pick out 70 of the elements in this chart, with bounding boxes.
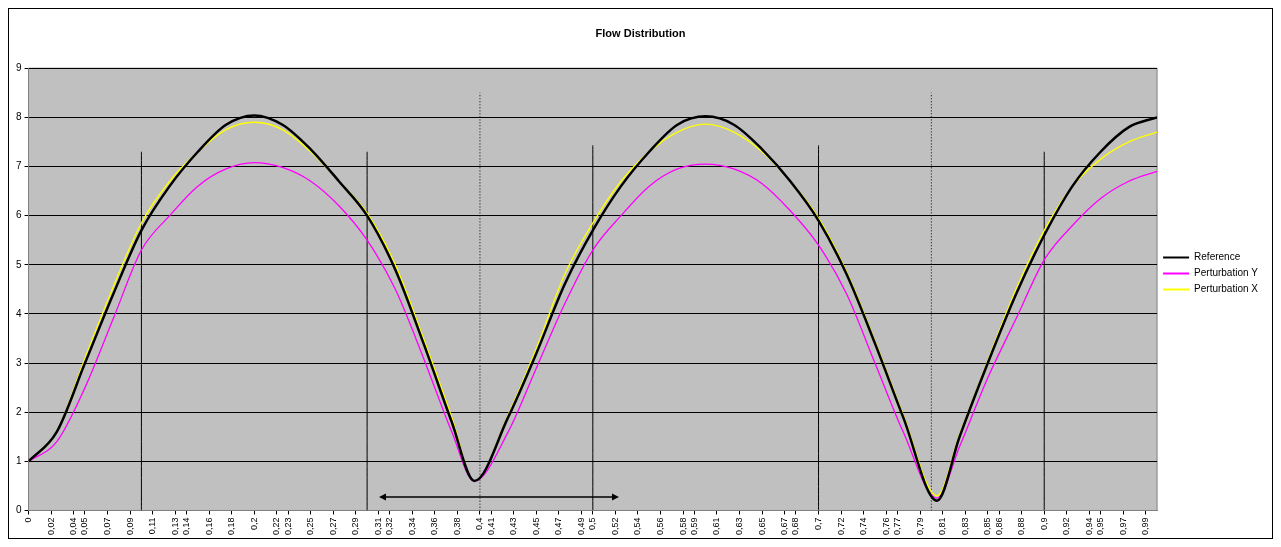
- y-tick-label: 7: [16, 160, 22, 172]
- x-tick-label: 0,41: [485, 517, 496, 536]
- x-tick-label: 0,18: [226, 517, 237, 536]
- x-tick-label: 0,76: [880, 517, 891, 536]
- x-tick-label: 0,81: [937, 517, 948, 536]
- x-tick-label: 0,99: [1140, 517, 1151, 536]
- x-tick-label: 0,04: [68, 517, 79, 536]
- x-tick-label: 0,23: [282, 517, 293, 536]
- x-tick-label: 0,4: [474, 517, 485, 530]
- x-tick-label: 0,74: [858, 517, 869, 536]
- y-tick-label: 3: [16, 356, 22, 368]
- x-tick-label: 0,94: [1083, 517, 1094, 536]
- x-tick-label: 0,07: [102, 517, 113, 536]
- x-tick-label: 0,56: [655, 517, 666, 536]
- legend-label: Perturbation X: [1194, 283, 1259, 295]
- x-tick-label: 0,14: [181, 517, 192, 536]
- x-tick-label: 0,09: [124, 517, 135, 536]
- x-tick-label: 0,68: [790, 517, 801, 536]
- x-tick-label: 0,16: [203, 517, 214, 536]
- y-tick-label: 6: [16, 209, 22, 221]
- x-tick-label: 0,22: [271, 517, 282, 536]
- x-tick-label: 0,67: [779, 517, 790, 536]
- x-tick-label: 0,2: [248, 517, 259, 530]
- x-tick-label: 0,45: [530, 517, 541, 536]
- x-tick-label: 0,13: [169, 517, 180, 536]
- x-tick-label: 0,86: [993, 517, 1004, 536]
- x-tick-label: 0,5: [587, 517, 598, 530]
- x-tick-label: 0,92: [1061, 517, 1072, 536]
- legend-label: Perturbation Y: [1194, 267, 1259, 279]
- x-tick-label: 0,34: [406, 517, 417, 536]
- y-tick-label: 1: [16, 455, 22, 467]
- x-tick-label: 0,36: [429, 517, 440, 536]
- x-tick-label: 0,27: [327, 517, 338, 536]
- x-tick-label: 0,79: [914, 517, 925, 536]
- x-tick-label: 0,49: [576, 517, 587, 536]
- x-tick-label: 0,54: [632, 517, 643, 536]
- x-tick-label: 0,05: [79, 517, 90, 536]
- x-tick-label: 0,11: [147, 517, 158, 535]
- legend-label: Reference: [1194, 251, 1241, 263]
- x-tick-label: 0,7: [813, 517, 823, 530]
- x-tick-label: 0,95: [1095, 517, 1106, 536]
- x-tick-label: 0: [23, 517, 34, 523]
- x-tick-label: 0,31: [372, 517, 383, 536]
- x-tick-label: 0,77: [892, 517, 902, 536]
- chart-title: Flow Distribution: [595, 26, 686, 39]
- x-tick-label: 0,97: [1117, 517, 1128, 536]
- x-tick-label: 0,47: [553, 517, 564, 536]
- x-tick-label: 0,29: [350, 517, 361, 536]
- y-tick-label: 8: [16, 111, 22, 123]
- x-tick-label: 0,9: [1038, 517, 1049, 530]
- x-tick-label: 0,25: [305, 517, 316, 536]
- x-tick-label: 0,88: [1016, 517, 1027, 536]
- x-tick-label: 0,38: [451, 517, 462, 536]
- x-tick-label: 0,59: [688, 517, 699, 536]
- x-tick-label: 0,85: [982, 517, 993, 536]
- x-tick-label: 0,63: [734, 517, 745, 536]
- y-tick-label: 4: [16, 307, 22, 319]
- x-tick-label: 0,65: [756, 517, 767, 536]
- x-tick-label: 0,02: [45, 517, 56, 536]
- x-tick-label: 0,52: [609, 517, 620, 536]
- y-tick-label: 5: [16, 258, 22, 270]
- y-tick-label: 2: [16, 405, 22, 417]
- x-tick-label: 0,32: [384, 517, 395, 536]
- x-tick-label: 0,72: [835, 517, 846, 536]
- x-tick-label: 0,83: [959, 517, 970, 536]
- x-tick-label: 0,43: [508, 517, 519, 536]
- y-tick-label: 9: [16, 61, 22, 73]
- x-tick-label: 0,61: [711, 517, 722, 536]
- y-tick-label: 0: [16, 504, 22, 516]
- x-tick-label: 0,58: [677, 517, 688, 536]
